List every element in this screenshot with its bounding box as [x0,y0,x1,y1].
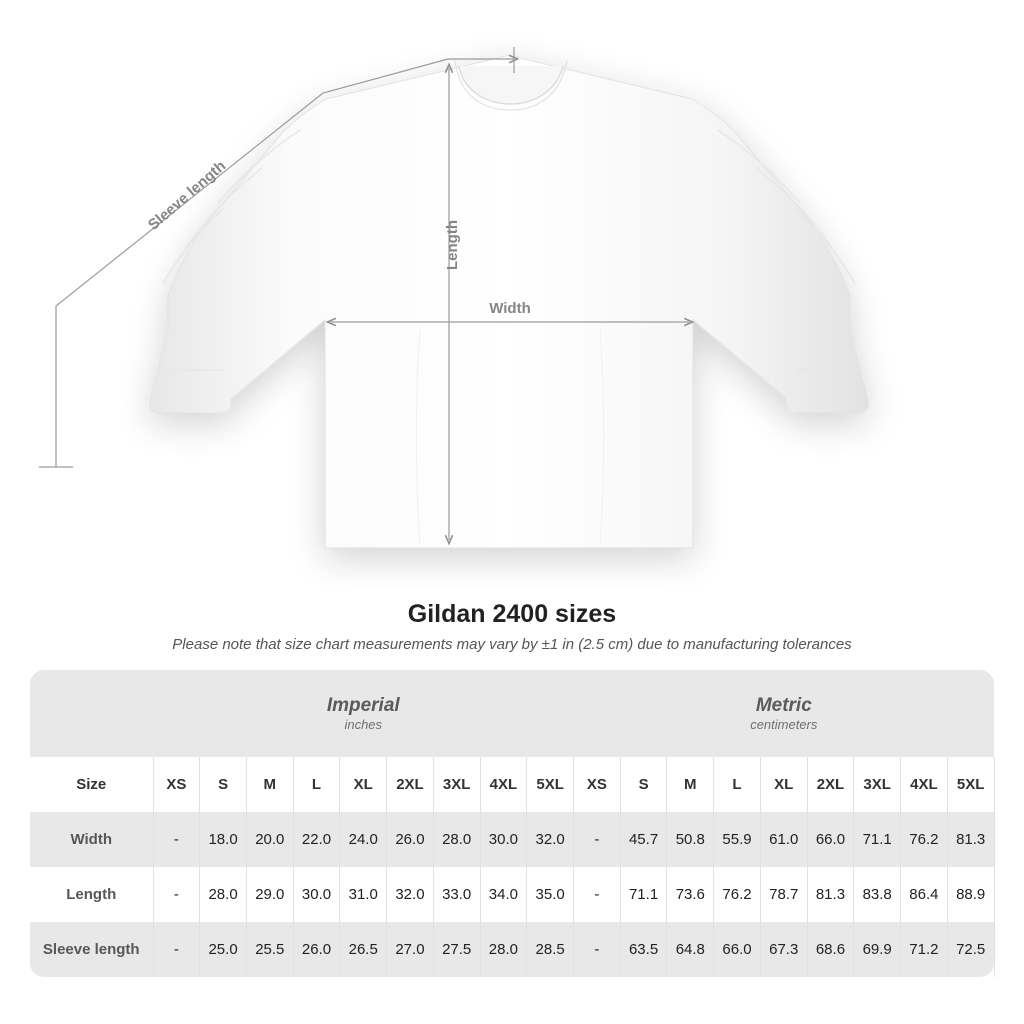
svg-text:Sleeve length: Sleeve length [145,157,229,233]
svg-text:Width: Width [489,300,531,317]
svg-text:Length: Length [444,220,461,270]
